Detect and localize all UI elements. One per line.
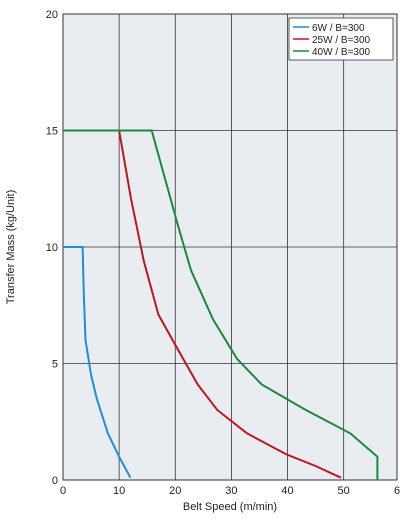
y-tick-label: 0 <box>52 475 58 487</box>
legend-label: 6W / B=300 <box>312 23 365 34</box>
x-tick-label: 0 <box>60 485 66 497</box>
series-line <box>63 129 342 479</box>
y-tick-label: 5 <box>52 359 58 371</box>
x-tick-label: 20 <box>169 485 181 497</box>
x-tick-label: 10 <box>113 485 125 497</box>
legend-label: 25W / B=300 <box>312 35 371 46</box>
x-tick-label: 40 <box>281 485 293 497</box>
series-line <box>63 246 132 479</box>
x-tick-label: 50 <box>338 485 350 497</box>
x-tick-label: 6 <box>394 485 400 497</box>
x-tick-label: 30 <box>225 485 237 497</box>
y-tick-label: 10 <box>46 242 58 254</box>
legend-label: 40W / B=300 <box>312 47 371 58</box>
series-line <box>63 129 379 480</box>
x-axis-label: Belt Speed (m/min) <box>183 501 277 513</box>
y-tick-label: 15 <box>46 126 58 138</box>
y-axis-label: Transfer Mass (kg/Unit) <box>5 190 17 305</box>
y-tick-label: 20 <box>46 9 58 21</box>
